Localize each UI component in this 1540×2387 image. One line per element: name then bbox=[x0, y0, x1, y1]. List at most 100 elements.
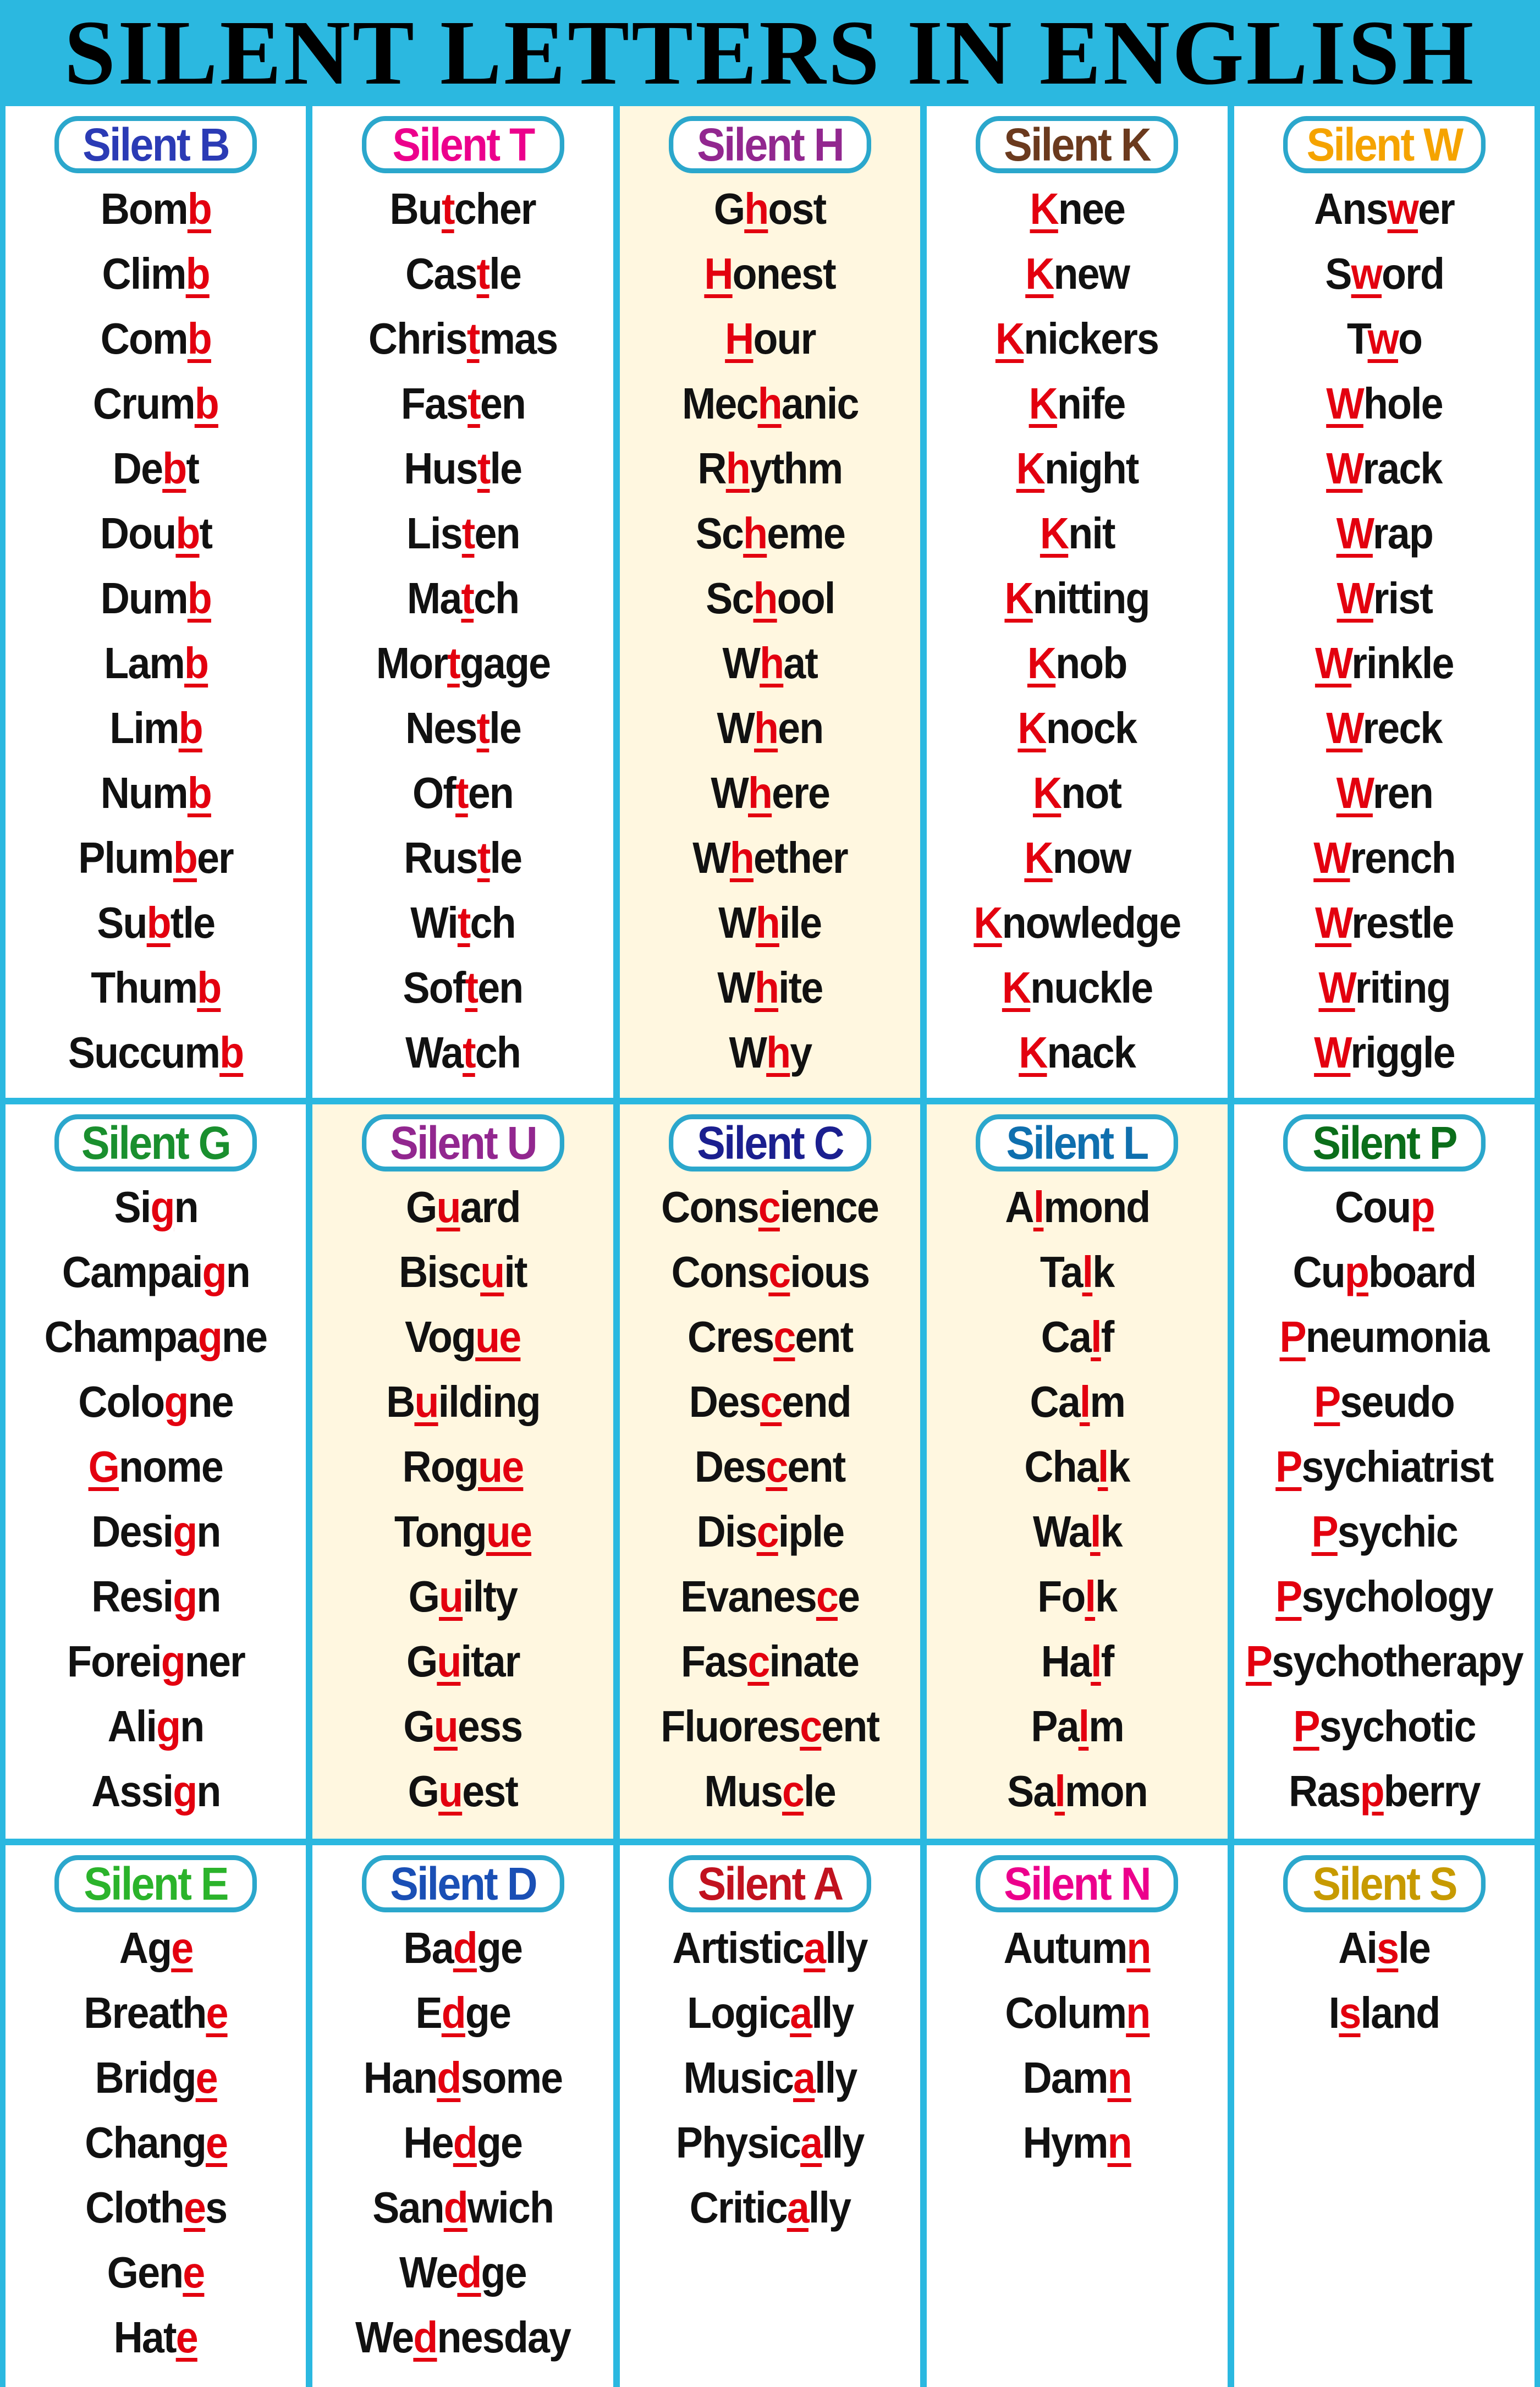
word-part: Ba bbox=[403, 1923, 454, 1972]
section-heading: Silent N bbox=[976, 1855, 1179, 1912]
section-silent-l: Silent L Almond Talk Calf Calm Chalk Walk Folk H… bbox=[927, 1104, 1228, 1839]
word-part: end bbox=[782, 1377, 852, 1426]
word-part: Hus bbox=[404, 444, 479, 493]
word-part: en bbox=[778, 703, 824, 752]
word-part: Colum bbox=[1004, 1988, 1127, 2037]
word-part: Logic bbox=[686, 1988, 791, 2037]
word-part: G bbox=[408, 1572, 440, 1621]
word: Wren bbox=[1336, 761, 1433, 826]
silent-letter: K bbox=[1002, 963, 1031, 1012]
word-part: wich bbox=[467, 2183, 554, 2232]
word-part: sychotic bbox=[1319, 1702, 1476, 1751]
word-part: Ai bbox=[1338, 1923, 1378, 1972]
word: Knack bbox=[1019, 1020, 1137, 1085]
word: Gene bbox=[107, 2240, 206, 2305]
silent-letter: K bbox=[1024, 833, 1053, 882]
section-heading: Silent T bbox=[361, 116, 564, 173]
word: Conscience bbox=[662, 1175, 880, 1240]
word-part: sychiatrist bbox=[1301, 1442, 1494, 1491]
word-part: Succum bbox=[68, 1028, 221, 1077]
silent-letter: K bbox=[1028, 379, 1058, 428]
word: Honest bbox=[705, 241, 837, 306]
silent-letter: b bbox=[162, 444, 187, 493]
word-part: Music bbox=[683, 2053, 794, 2102]
silent-letter: p bbox=[1344, 1247, 1370, 1296]
word: Wriggle bbox=[1314, 1020, 1455, 1085]
page-title: SILENT LETTERS IN ENGLISH bbox=[64, 2, 1476, 104]
word: Guard bbox=[406, 1175, 521, 1240]
word: Hour bbox=[725, 306, 816, 371]
word-part: Vog bbox=[405, 1312, 476, 1361]
word-part: en bbox=[480, 379, 526, 428]
silent-letter: w bbox=[1387, 184, 1419, 233]
word-part: Bisc bbox=[399, 1247, 481, 1296]
word-part: restle bbox=[1351, 898, 1454, 947]
word: Wreck bbox=[1327, 696, 1443, 761]
silent-letter: K bbox=[1027, 639, 1057, 688]
word-list: Sign Campaign Champagne Cologne Gnome Design R… bbox=[35, 1175, 277, 1824]
word: Comb bbox=[101, 306, 212, 371]
word-part: some bbox=[460, 2053, 563, 2102]
word: Knife bbox=[1028, 371, 1126, 436]
word: Knock bbox=[1018, 696, 1138, 761]
word: Vogue bbox=[405, 1305, 521, 1370]
word: When bbox=[717, 696, 824, 761]
silent-letter: a bbox=[793, 2053, 816, 2102]
word-part: G bbox=[406, 1637, 438, 1686]
word: Listen bbox=[406, 501, 521, 566]
word: Disciple bbox=[696, 1499, 844, 1564]
silent-letter: s bbox=[1377, 1923, 1399, 1972]
silent-letter: t bbox=[477, 833, 491, 882]
word-part: k bbox=[1108, 1442, 1131, 1491]
word-part: ge bbox=[465, 1988, 512, 2037]
word: Wrap bbox=[1336, 501, 1433, 566]
word: Climb bbox=[102, 241, 211, 306]
word-part: board bbox=[1368, 1247, 1477, 1296]
silent-letter: W bbox=[1314, 898, 1352, 947]
word: Assign bbox=[91, 1759, 221, 1824]
silent-letter: W bbox=[1314, 639, 1352, 688]
section-silent-w: Silent W Answer Sword Two Whole Wrack Wrap Wris… bbox=[1234, 106, 1535, 1098]
word: Sandwich bbox=[372, 2175, 554, 2240]
section-heading: Silent A bbox=[668, 1855, 871, 1912]
silent-letter: P bbox=[1275, 1442, 1302, 1491]
silent-letter: t bbox=[447, 639, 460, 688]
word: Walk bbox=[1033, 1499, 1123, 1564]
word: Folk bbox=[1037, 1564, 1118, 1629]
silent-letter: t bbox=[476, 703, 490, 752]
word: Know bbox=[1024, 826, 1131, 890]
silent-letter: h bbox=[755, 963, 779, 1012]
word: Knee bbox=[1030, 177, 1125, 241]
word: Witch bbox=[410, 890, 516, 955]
word-part: Ag bbox=[119, 1923, 172, 1972]
silent-letter: w bbox=[1367, 314, 1399, 363]
word-part: Critic bbox=[689, 2183, 788, 2232]
word: Sword bbox=[1325, 241, 1445, 306]
word: Foreigner bbox=[67, 1629, 246, 1694]
word-part: rack bbox=[1362, 444, 1443, 493]
word-part: mon bbox=[1064, 1767, 1148, 1816]
word-part: Num bbox=[100, 768, 189, 817]
word: Bomb bbox=[101, 177, 212, 241]
silent-letter: K bbox=[1004, 574, 1034, 623]
silent-letter: b bbox=[187, 184, 212, 233]
word-part: Breath bbox=[84, 1988, 207, 2037]
silent-letter: c bbox=[756, 1507, 779, 1556]
word: Design bbox=[91, 1499, 221, 1564]
silent-letter: K bbox=[1040, 509, 1069, 558]
word: Clothes bbox=[85, 2175, 228, 2240]
word-part: A bbox=[1004, 1182, 1034, 1231]
word: Debt bbox=[113, 436, 200, 501]
word-part: Sc bbox=[695, 509, 744, 558]
word-part: ne bbox=[222, 1312, 268, 1361]
word-part: le bbox=[1398, 1923, 1431, 1972]
word-part: Hat bbox=[114, 2313, 177, 2362]
silent-letter: K bbox=[996, 314, 1025, 363]
word-part: Cres bbox=[687, 1312, 774, 1361]
word-part: Des bbox=[689, 1377, 761, 1426]
word-part: ious bbox=[789, 1247, 870, 1296]
word: Resign bbox=[91, 1564, 221, 1629]
word-part: Forei bbox=[67, 1637, 162, 1686]
word-part: Fas bbox=[400, 379, 468, 428]
silent-letter: e bbox=[183, 2248, 205, 2297]
